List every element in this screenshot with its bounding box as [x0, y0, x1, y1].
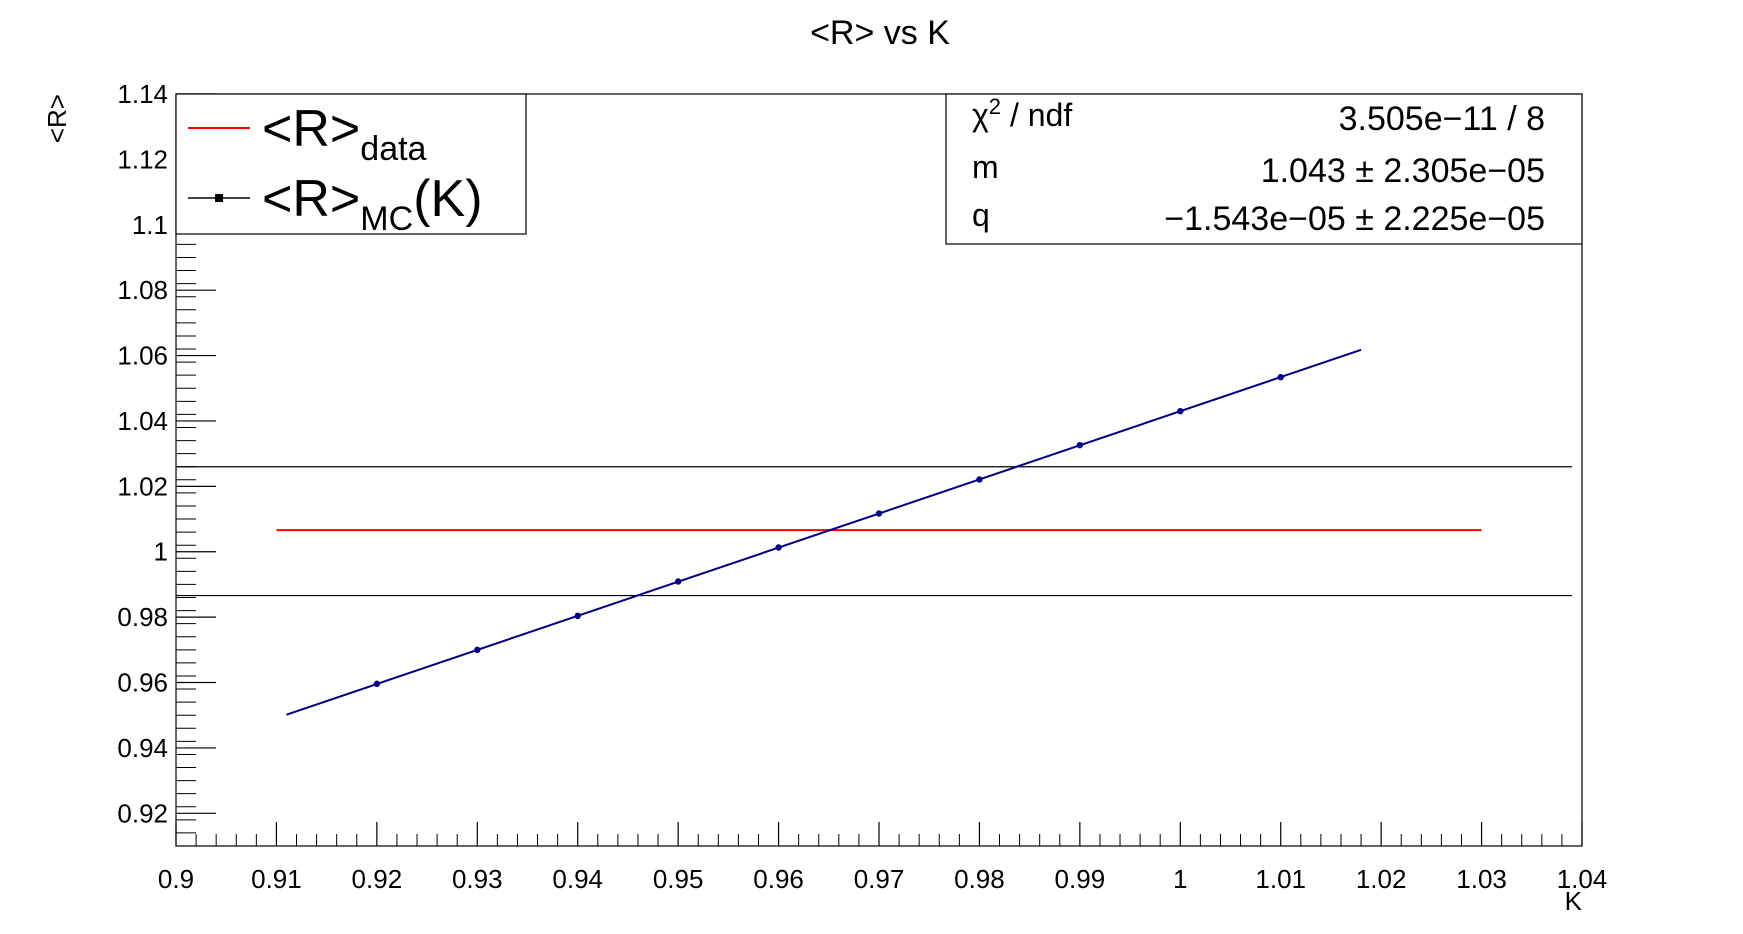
y-axis: 0.92 0.94 0.96 0.98 1 1.02 1.04 1.06 1.08 1.1 1.12…: [117, 79, 216, 847]
x-axis-label: K: [1565, 886, 1583, 916]
x-tick-label: 0.92: [352, 864, 403, 894]
x-tick-label: 0.94: [552, 864, 603, 894]
y-tick-label: 1.12: [117, 144, 168, 174]
y-tick-label: 1.14: [117, 79, 168, 109]
x-tick-label: 1.04: [1557, 864, 1608, 894]
x-tick-label: 0.97: [854, 864, 905, 894]
legend-mc-sub: MC: [360, 200, 413, 238]
y-tick-label: 0.94: [117, 733, 168, 763]
stats-value-chi2: 3.505e−11 / 8: [1339, 100, 1545, 138]
y-tick-label: 1.1: [132, 210, 168, 240]
mc-points: [373, 373, 1284, 688]
mc-point: [674, 578, 682, 585]
y-axis-label: <R>: [42, 94, 72, 143]
legend-entry-mc: <R>MC(K): [262, 170, 483, 238]
x-tick-label: 0.95: [653, 864, 704, 894]
legend-entry-data: <R>data: [262, 100, 427, 168]
mc-point: [976, 476, 983, 483]
legend-mc-main: <R>: [262, 170, 360, 228]
mc-point: [875, 510, 883, 517]
y-tick-label: 0.92: [117, 798, 168, 828]
data-band: [176, 466, 1572, 597]
legend-box: [175, 93, 527, 235]
mc-point: [373, 680, 381, 688]
y-tick-label: 0.98: [117, 602, 168, 632]
x-tick-label: 0.99: [1055, 864, 1106, 894]
y-tick-label: 0.96: [117, 668, 168, 698]
y-tick-label: 1.08: [117, 275, 168, 305]
mc-point: [1076, 441, 1084, 449]
y-tick-label: 1.02: [117, 471, 168, 501]
mc-point: [474, 646, 481, 654]
stats-chi-rest: / ndf: [1001, 97, 1072, 133]
x-tick-label: 1.03: [1456, 864, 1507, 894]
fit-line-segment: [286, 348, 1362, 716]
chart-title: <R> vs K: [810, 14, 950, 52]
mc-point: [1277, 373, 1284, 381]
mc-point: [775, 544, 782, 551]
x-tick-label: 0.96: [753, 864, 804, 894]
stats-chi-sup: 2: [989, 94, 1001, 119]
stats-value-m: 1.043 ± 2.305e−05: [1261, 152, 1545, 190]
legend-data-sub: data: [360, 130, 426, 168]
legend-data-main: <R>: [262, 100, 360, 158]
x-tick-label: 1.01: [1255, 864, 1306, 894]
y-tick-label: 1: [154, 537, 168, 567]
x-tick-label: 0.91: [251, 864, 302, 894]
stats-label-m: m: [972, 149, 999, 185]
legend-mc-suffix: (K): [413, 170, 482, 228]
x-axis: 0.9 0.91 0.92 0.93 0.94 0.95 0.96 0.97 0.98 0.99 1…: [158, 822, 1607, 894]
mc-point: [1177, 407, 1184, 415]
fit-line: [286, 348, 1362, 716]
legend-marker-mc: [215, 194, 223, 202]
y-tick-label: 1.06: [117, 341, 168, 371]
x-tick-label: 0.98: [954, 864, 1005, 894]
stats-label-chi2: χ2 / ndf: [972, 94, 1072, 133]
stats-box: χ2 / ndf 3.505e−11 / 8 m 1.043 ± 2.305e−…: [945, 93, 1583, 245]
stats-box-frame: [945, 93, 1583, 245]
x-tick-label: 0.93: [452, 864, 503, 894]
legend: <R>data <R>MC(K): [175, 93, 527, 238]
y-tick-label: 1.04: [117, 406, 168, 436]
mc-point: [574, 612, 581, 620]
stats-label-q: q: [972, 197, 990, 233]
x-tick-label: 0.9: [158, 864, 194, 894]
x-tick-label: 1: [1173, 864, 1187, 894]
stats-value-q: −1.543e−05 ± 2.225e−05: [1164, 200, 1545, 238]
x-tick-label: 1.02: [1356, 864, 1407, 894]
stats-chi-symbol: χ: [972, 97, 989, 133]
